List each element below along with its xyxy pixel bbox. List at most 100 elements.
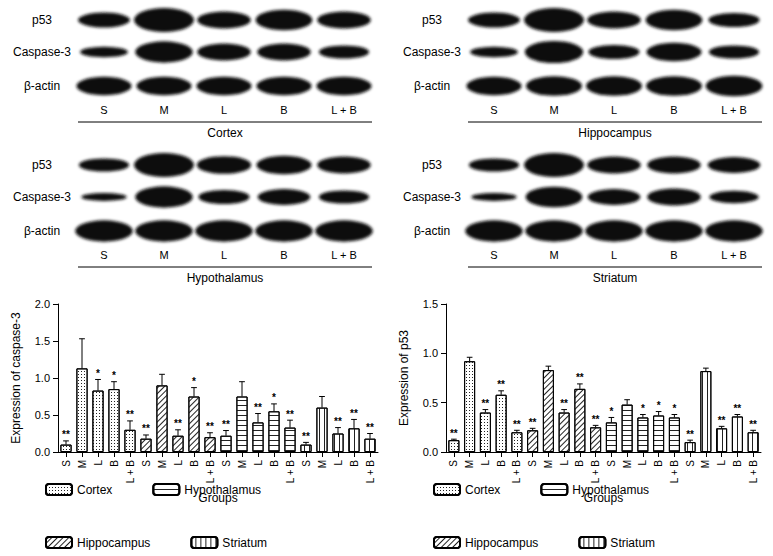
svg-text:**: ** <box>529 417 537 428</box>
svg-text:M: M <box>237 460 248 468</box>
svg-text:B: B <box>496 460 507 467</box>
svg-text:L + B: L + B <box>590 460 601 484</box>
svg-text:Hypothalamus: Hypothalamus <box>572 483 649 497</box>
svg-text:L + B: L + B <box>205 460 216 484</box>
svg-text:β-actin: β-actin <box>414 224 450 238</box>
svg-text:Striatum: Striatum <box>593 271 638 285</box>
svg-text:B: B <box>574 460 585 467</box>
svg-text:M: M <box>157 460 168 468</box>
svg-text:Caspase-3: Caspase-3 <box>403 45 461 59</box>
svg-text:S: S <box>685 460 696 467</box>
svg-text:L: L <box>173 460 184 466</box>
svg-text:L + B: L + B <box>331 104 357 116</box>
svg-text:L + B: L + B <box>511 460 522 484</box>
svg-text:M: M <box>549 104 558 116</box>
svg-text:M: M <box>159 249 168 261</box>
svg-text:**: ** <box>733 403 741 414</box>
svg-text:**: ** <box>350 408 358 419</box>
svg-text:L: L <box>611 249 617 261</box>
svg-text:S: S <box>100 249 107 261</box>
svg-text:S: S <box>448 460 459 467</box>
svg-text:L + B: L + B <box>285 460 296 484</box>
svg-text:1.5: 1.5 <box>35 335 50 347</box>
svg-text:L + B: L + B <box>365 460 376 484</box>
svg-text:0.5: 0.5 <box>423 397 438 409</box>
svg-text:L: L <box>221 249 227 261</box>
svg-text:B: B <box>269 460 280 467</box>
svg-text:*: * <box>641 403 645 414</box>
svg-text:Caspase-3: Caspase-3 <box>403 190 461 204</box>
svg-text:L + B: L + B <box>721 249 747 261</box>
svg-text:Expression of caspase-3: Expression of caspase-3 <box>9 312 23 444</box>
svg-text:M: M <box>549 249 558 261</box>
svg-text:**: ** <box>366 422 374 433</box>
svg-text:M: M <box>543 460 554 468</box>
svg-text:**: ** <box>222 419 230 430</box>
svg-text:Hippocampus: Hippocampus <box>465 536 538 550</box>
svg-text:S: S <box>490 249 497 261</box>
svg-text:B: B <box>109 460 120 467</box>
svg-text:Hypothalamus: Hypothalamus <box>187 271 264 285</box>
svg-text:L + B: L + B <box>331 249 357 261</box>
svg-text:**: ** <box>334 416 342 427</box>
svg-text:B: B <box>732 460 743 467</box>
svg-text:**: ** <box>450 428 458 439</box>
svg-text:**: ** <box>513 419 521 430</box>
svg-text:**: ** <box>62 429 70 440</box>
svg-text:L: L <box>480 460 491 466</box>
svg-text:0.5: 0.5 <box>35 409 50 421</box>
svg-text:M: M <box>159 104 168 116</box>
svg-text:0.0: 0.0 <box>35 446 50 458</box>
svg-text:**: ** <box>142 423 150 434</box>
svg-text:**: ** <box>592 414 600 425</box>
svg-text:S: S <box>100 104 107 116</box>
svg-text:Cortex: Cortex <box>207 126 242 140</box>
svg-text:L: L <box>559 460 570 466</box>
svg-text:L + B: L + B <box>721 104 747 116</box>
svg-text:L + B: L + B <box>669 460 680 484</box>
svg-text:**: ** <box>206 421 214 432</box>
svg-text:Expression of p53: Expression of p53 <box>397 330 411 426</box>
svg-text:M: M <box>622 460 633 468</box>
svg-text:Caspase-3: Caspase-3 <box>13 190 71 204</box>
svg-text:Striatum: Striatum <box>222 536 267 550</box>
svg-text:M: M <box>317 460 328 468</box>
svg-text:B: B <box>670 249 677 261</box>
svg-text:*: * <box>672 403 676 414</box>
svg-text:p53: p53 <box>32 13 52 27</box>
svg-text:**: ** <box>497 379 505 390</box>
svg-text:B: B <box>670 104 677 116</box>
svg-text:β-actin: β-actin <box>414 79 450 93</box>
svg-text:1.0: 1.0 <box>423 347 438 359</box>
svg-text:**: ** <box>576 372 584 383</box>
svg-text:0.0: 0.0 <box>423 446 438 458</box>
svg-text:**: ** <box>686 429 694 440</box>
svg-text:B: B <box>280 104 287 116</box>
svg-text:Hypothalamus: Hypothalamus <box>184 483 261 497</box>
svg-text:S: S <box>490 104 497 116</box>
svg-text:2.0: 2.0 <box>35 298 50 310</box>
svg-text:Hippocampus: Hippocampus <box>77 536 150 550</box>
svg-text:**: ** <box>560 398 568 409</box>
svg-text:**: ** <box>126 409 134 420</box>
svg-text:Cortex: Cortex <box>77 483 112 497</box>
svg-text:L: L <box>93 460 104 466</box>
svg-text:*: * <box>112 370 116 381</box>
svg-text:**: ** <box>302 431 310 442</box>
svg-text:Caspase-3: Caspase-3 <box>13 45 71 59</box>
svg-text:M: M <box>700 460 711 468</box>
svg-text:β-actin: β-actin <box>24 224 60 238</box>
svg-text:L + B: L + B <box>748 460 759 484</box>
svg-text:1.0: 1.0 <box>35 372 50 384</box>
svg-text:L: L <box>221 104 227 116</box>
svg-text:L: L <box>253 460 264 466</box>
svg-text:S: S <box>141 460 152 467</box>
svg-text:B: B <box>189 460 200 467</box>
svg-text:S: S <box>527 460 538 467</box>
svg-text:B: B <box>349 460 360 467</box>
svg-text:*: * <box>657 400 661 411</box>
svg-text:L: L <box>716 460 727 466</box>
svg-text:L + B: L + B <box>125 460 136 484</box>
svg-text:S: S <box>61 460 72 467</box>
svg-text:Striatum: Striatum <box>610 536 655 550</box>
